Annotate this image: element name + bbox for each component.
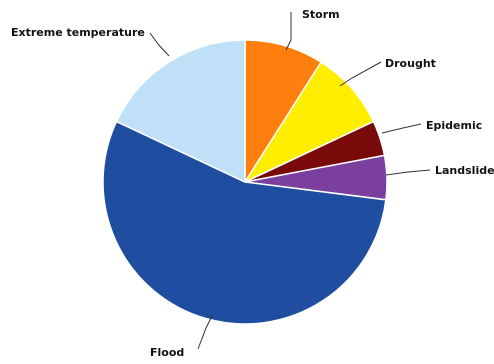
slice-label-drought: Drought bbox=[385, 57, 436, 70]
leader-line-drought bbox=[339, 61, 382, 87]
leader-line-epidemic bbox=[381, 123, 422, 134]
slice-label-flood: Flood bbox=[150, 346, 184, 359]
leader-line-landslide bbox=[385, 169, 431, 176]
leader-line-storm bbox=[285, 12, 292, 51]
slices-layer bbox=[102, 39, 388, 325]
slice-label-epidemic: Epidemic bbox=[426, 119, 482, 132]
slice-label-landslide: Landslide bbox=[435, 164, 494, 177]
leader-lines-layer bbox=[149, 12, 431, 350]
pie-slice-storm bbox=[244, 39, 323, 185]
pie-slice-drought bbox=[242, 61, 375, 184]
pie-slice-flood bbox=[102, 120, 387, 325]
labels-layer: Storm Drought Epidemic Landslide Flood Extrem… bbox=[11, 8, 494, 359]
pie-slice-extreme-temperature bbox=[115, 39, 246, 184]
leader-line-flood bbox=[197, 313, 214, 350]
leader-line-extreme-temperature bbox=[149, 32, 170, 57]
slice-label-storm: Storm bbox=[302, 8, 340, 21]
slice-label-extreme-temperature: Extreme temperature bbox=[11, 26, 145, 39]
